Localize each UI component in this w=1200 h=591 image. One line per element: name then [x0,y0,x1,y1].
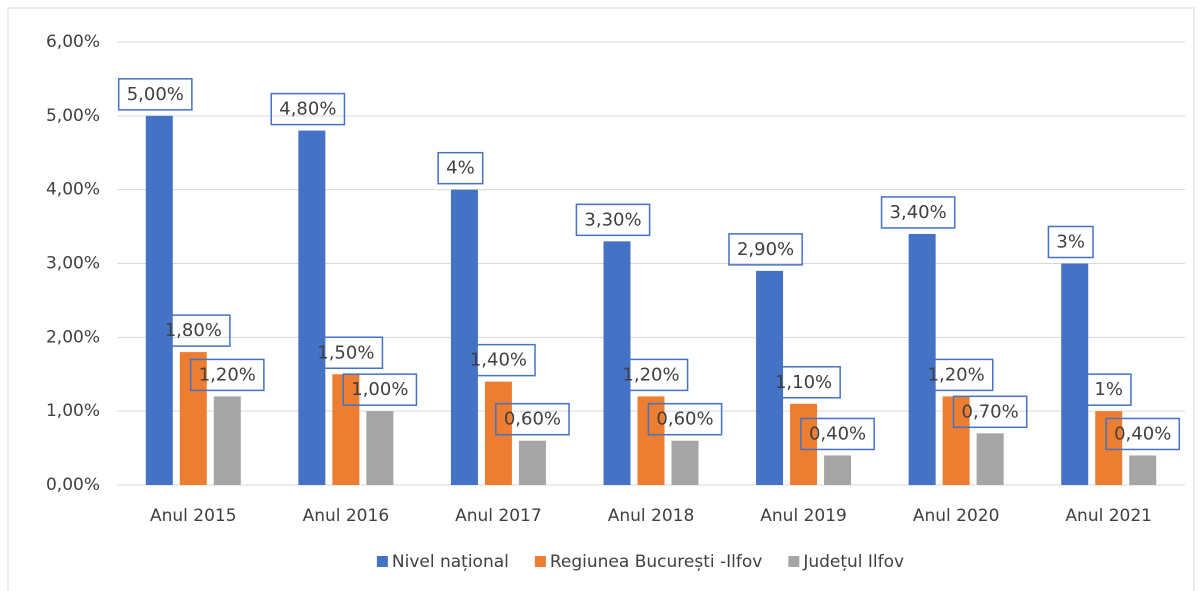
data-label: 0,70% [962,401,1019,422]
bar [298,130,326,485]
legend-swatch [376,556,388,567]
x-tick-label: Anul 2017 [455,506,542,526]
data-label-box [189,358,265,392]
data-label: 1,40% [470,350,527,371]
bar [824,455,852,485]
bar [366,411,394,485]
legend-swatch [534,556,546,567]
bar [450,189,478,485]
data-label: 4% [446,158,475,179]
y-tick-label: 6,00% [46,32,100,52]
data-label: 0,60% [656,409,713,430]
data-label-box [728,233,803,266]
bar [1129,455,1157,485]
data-label-box [952,395,1028,429]
data-label: 1,20% [622,364,679,385]
legend-label: Regiunea București -Ilfov [550,552,762,572]
bar [518,440,546,485]
data-label-box [308,336,384,369]
data-label: 3% [1056,232,1085,253]
data-label-box [495,402,570,436]
y-tick-label: 0,00% [46,475,100,495]
data-label: 1,20% [928,364,985,385]
data-label-box [342,373,418,406]
data-label: 0,40% [1114,423,1171,444]
bar [1061,263,1089,485]
data-label-box [613,358,689,392]
data-label-box [1105,417,1181,451]
bar [637,396,665,485]
data-label: 2,90% [737,239,794,260]
bar [332,374,360,485]
legend-label: Județul Ilfov [802,552,904,572]
data-label-box [270,92,346,126]
chart-frame [7,7,1195,591]
y-tick-label: 5,00% [46,106,100,126]
bar [976,433,1004,485]
y-tick-label: 3,00% [46,254,100,274]
data-label-box [461,343,536,377]
data-label: 1,80% [165,320,222,341]
data-label-box [117,78,193,111]
bar [484,381,512,485]
data-label-box [575,203,651,237]
bar [145,115,173,485]
legend-swatch [788,556,800,567]
data-label: 5,00% [127,84,184,105]
bar [179,352,207,485]
bar [1095,411,1123,485]
data-label-box [1047,225,1094,259]
data-label: 3,30% [584,209,641,230]
data-label: 0,40% [809,423,866,444]
x-tick-label: Anul 2021 [1065,506,1152,526]
bar [213,396,241,485]
data-label-box [155,314,231,347]
data-label: 1,50% [317,342,374,363]
data-label: 1,10% [775,372,832,393]
bar [671,440,699,485]
data-label: 1,00% [351,379,408,400]
y-tick-label: 4,00% [46,180,100,200]
data-label: 3,40% [890,202,947,223]
data-label: 1,20% [199,364,256,385]
y-tick-label: 1,00% [46,401,100,421]
bar [603,241,631,485]
data-label-box [647,402,723,436]
x-tick-label: Anul 2019 [760,506,847,526]
x-tick-label: Anul 2016 [303,506,390,526]
data-label-box [437,151,484,185]
data-label-box [1085,373,1132,406]
bar [942,396,970,485]
x-tick-label: Anul 2018 [608,506,695,526]
x-tick-label: Anul 2020 [913,506,1000,526]
legend-label: Nivel național [392,552,509,572]
data-label: 0,60% [504,409,561,430]
data-label: 1% [1094,379,1123,400]
bar [790,403,818,485]
bar [756,270,784,485]
data-label-box [918,358,994,392]
data-label-box [766,366,841,399]
data-label-box [800,417,875,451]
y-tick-label: 2,00% [46,327,100,347]
data-label-box [880,196,956,229]
x-tick-label: Anul 2015 [150,506,237,526]
data-label: 4,80% [279,99,336,120]
